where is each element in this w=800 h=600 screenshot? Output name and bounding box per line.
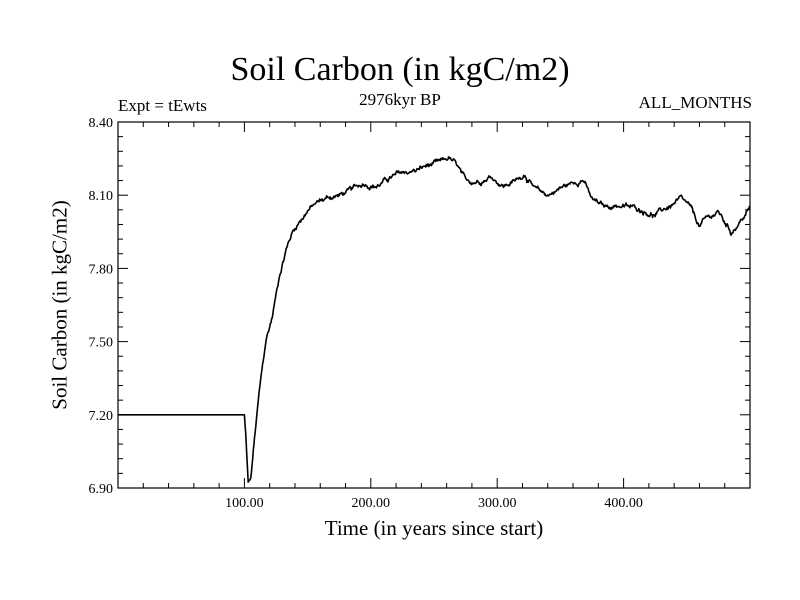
x-axis-label: Time (in years since start) [324,516,544,540]
x-tick-label: 100.00 [225,496,264,511]
chart-title: Soil Carbon (in kgC/m2) [230,51,570,88]
chart-subtitle: 2976kyr BP [359,90,441,109]
y-tick-label: 7.80 [89,262,114,277]
axis-ticks [118,121,750,489]
x-tick-label: 200.00 [352,496,391,511]
series-layer [117,156,751,483]
y-tick-label: 8.40 [89,116,114,131]
months-label: ALL_MONTHS [638,93,752,112]
y-tick-label: 6.90 [89,482,114,497]
experiment-label: Expt = tEwts [118,96,207,115]
y-tick-label: 8.10 [89,189,114,204]
tick-labels: 100.00 200.00 300.00 400.00 6.90 7.20 7.50 7.80… [89,116,643,511]
x-tick-label: 300.00 [478,496,517,511]
series-line [117,156,751,483]
y-tick-label: 7.20 [89,409,114,424]
plot-frame [117,121,751,489]
y-tick-label: 7.50 [89,336,114,351]
x-tick-label: 400.00 [604,496,643,511]
